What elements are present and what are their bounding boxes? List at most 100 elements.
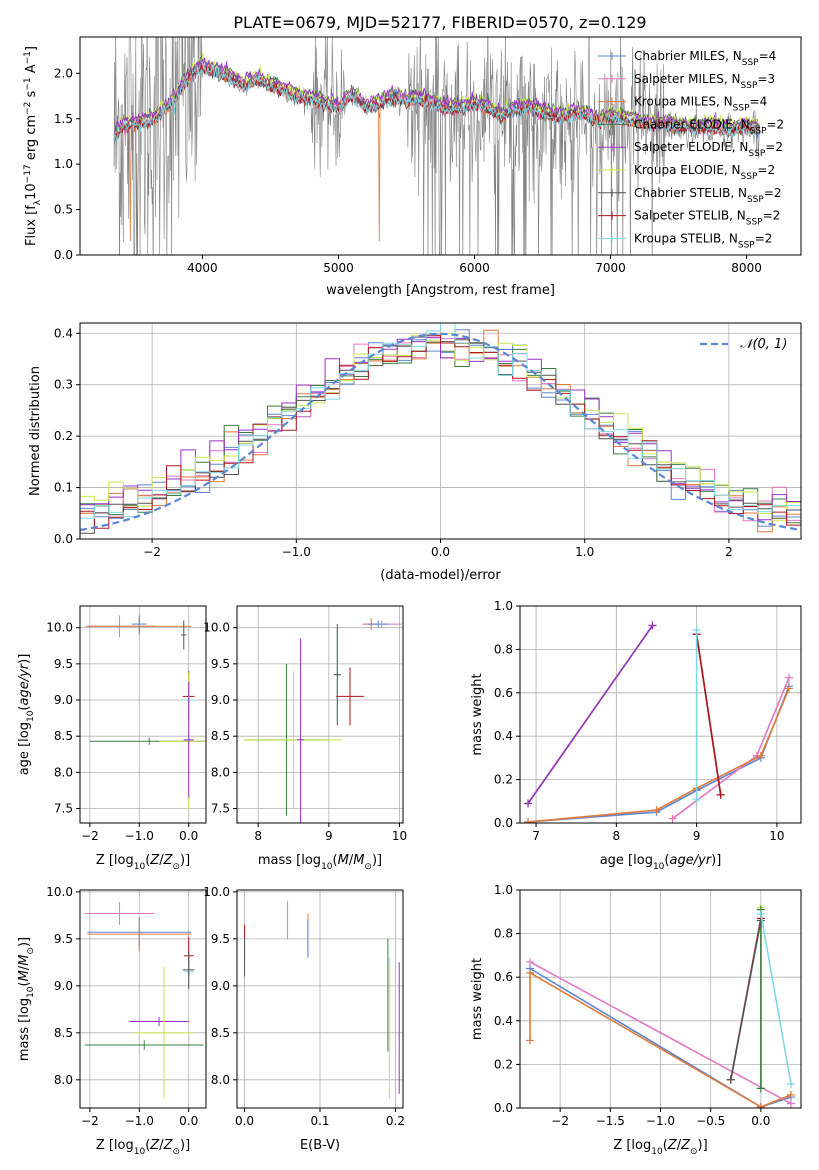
label-part: Kroupa MILES, N [634, 95, 733, 109]
axes-frame [79, 322, 802, 540]
x-tick-label: 9 [693, 829, 701, 843]
label-part: −1 [23, 51, 33, 64]
label-part: Z [149, 1138, 160, 1153]
y-tick-label: 0.1 [54, 481, 73, 495]
y-axis-label: mass [log10(M/M⊙)] [17, 937, 36, 1061]
label-part: =2 [763, 209, 781, 223]
axes-spectrum: 4000 5000 6000 7000 8000 0.0 0.5 1.0 1.5 2.0 Chabr… [23, 36, 802, 298]
x-axis-label: age [log10(age/yr)] [600, 853, 722, 872]
x-tick-label: −1.0 [282, 545, 311, 559]
histogram-kroupa_stelib [80, 323, 801, 519]
x-tick-label: −1.0 [646, 1114, 675, 1128]
label-part: mass [log [17, 998, 32, 1061]
label-part: SSP [746, 218, 763, 228]
y-tick-label: 1.5 [54, 112, 73, 126]
legend-label: Chabrier MILES, NSSP=4 [634, 49, 776, 68]
x-tick-label: 0.2 [386, 1114, 405, 1128]
weight-marker-kroupa_miles [524, 817, 533, 823]
x-tick-label: 0.0 [179, 1114, 198, 1128]
y-tick-label: 0.8 [494, 927, 513, 941]
label-part: mass [log [258, 853, 321, 868]
y-tick-label: 0.0 [54, 248, 73, 262]
axes-age_vs_Z: −2 −1.0 0.07.58.08.59.09.510.0Z [log10(Z/Z… [17, 605, 207, 872]
label-part: SSP [748, 149, 765, 159]
label-part: ( [17, 981, 32, 986]
y-tick-label: 8.0 [211, 765, 230, 779]
label-part: age/yr [17, 662, 32, 705]
axes-frame [236, 889, 404, 1109]
label-part: 10 [653, 862, 665, 872]
weight-marker-salpeter_elodie [648, 621, 657, 630]
x-tick-label: −1.0 [125, 1114, 154, 1128]
x-tick-label: 0.1 [310, 1114, 329, 1128]
legend-label: Kroupa MILES, NSSP=4 [634, 95, 767, 114]
y-axis-label: mass weight [470, 673, 485, 755]
weight-line-kroupa_stelib [760, 913, 792, 1085]
y-axis-label: mass weight [470, 958, 485, 1040]
normal-curve [80, 332, 801, 532]
weight-marker-salpeter_stelib [716, 790, 725, 799]
x-tick-label: 6000 [459, 261, 490, 275]
plot-area [244, 618, 402, 823]
label-part: ( [145, 853, 150, 868]
x-axis-label: Z [log10(Z/Z⊙)] [613, 1138, 707, 1157]
label-part: ⊙ [364, 862, 372, 872]
weight-marker-kroupa_stelib [756, 909, 765, 918]
x-tick-label: 8000 [731, 261, 762, 275]
y-tick-label: 8.0 [54, 765, 73, 779]
weight-marker-kroupa_miles [526, 1036, 535, 1045]
weight-marker-kroupa_miles [786, 1090, 795, 1099]
label-part: 10 [651, 1147, 663, 1157]
weight-marker-kroupa_miles [652, 805, 661, 814]
label-part: age [log [17, 722, 32, 775]
y-tick-label: 1.0 [494, 599, 513, 613]
y-tick-label: 0.5 [54, 203, 73, 217]
label-part: Kroupa ELODIE, N [634, 163, 741, 177]
x-axis-label: Z [log10(Z/Z⊙)] [96, 853, 190, 872]
y-tick-label: 7.5 [211, 802, 230, 816]
plot-area [526, 903, 795, 1108]
axes-weight_vs_Z: −2 −1.5 −1.0 −0.5 0.0 0.0 0.2 0.4 0.6 0.8 1.0 Z [lo… [470, 883, 802, 1157]
label-part: M [17, 955, 32, 966]
label-part: ⊙ [172, 862, 180, 872]
y-tick-label: 0.8 [494, 642, 513, 656]
label-part: Z [163, 853, 174, 868]
label-part: Kroupa STELIB, N [634, 231, 738, 245]
label-part: )] [698, 1138, 708, 1153]
label-part: Salpeter ELODIE, N [634, 140, 748, 154]
x-axis-label: E(B-V) [300, 1138, 340, 1153]
label-part: 10 [134, 862, 146, 872]
label-part: =2 [766, 117, 784, 131]
y-axis-label: Normed distribution [28, 366, 43, 496]
label-part: )] [711, 853, 721, 868]
axes-residuals: −2 −1.0 0.0 1.0 2 0.0 0.1 0.2 0.3 0.4 𝒩(0, 1) (data… [28, 322, 802, 583]
y-tick-label: 1.0 [54, 157, 73, 171]
weight-line-kroupa_miles [527, 688, 790, 823]
y-tick-label: 7.5 [54, 802, 73, 816]
y-tick-label: 9.0 [211, 979, 230, 993]
y-tick-label: 0.0 [494, 816, 513, 830]
x-tick-label: −0.5 [696, 1114, 725, 1128]
label-part: erg cm [24, 115, 39, 164]
label-part: / [159, 1138, 164, 1153]
label-part: ⊙ [690, 1147, 698, 1157]
x-tick-label: 9 [325, 829, 333, 843]
label-part: M [353, 853, 364, 868]
label-part: age/yr [669, 853, 712, 868]
label-part: ⊙ [26, 947, 36, 955]
y-tick-label: 9.0 [211, 693, 230, 707]
label-part: Z [680, 1138, 691, 1153]
label-part: / [159, 853, 164, 868]
y-tick-label: 9.5 [211, 932, 230, 946]
y-tick-label: 1.0 [494, 883, 513, 897]
x-axis-label: Z [log10(Z/Z⊙)] [96, 1138, 190, 1157]
label-part: )] [17, 654, 32, 664]
label-part: 10 [24, 183, 39, 200]
x-axis-label: mass [log10(M/M⊙)] [258, 853, 382, 872]
label-part: ( [145, 1138, 150, 1153]
plot-area [84, 615, 206, 810]
y-tick-label: 9.0 [54, 693, 73, 707]
